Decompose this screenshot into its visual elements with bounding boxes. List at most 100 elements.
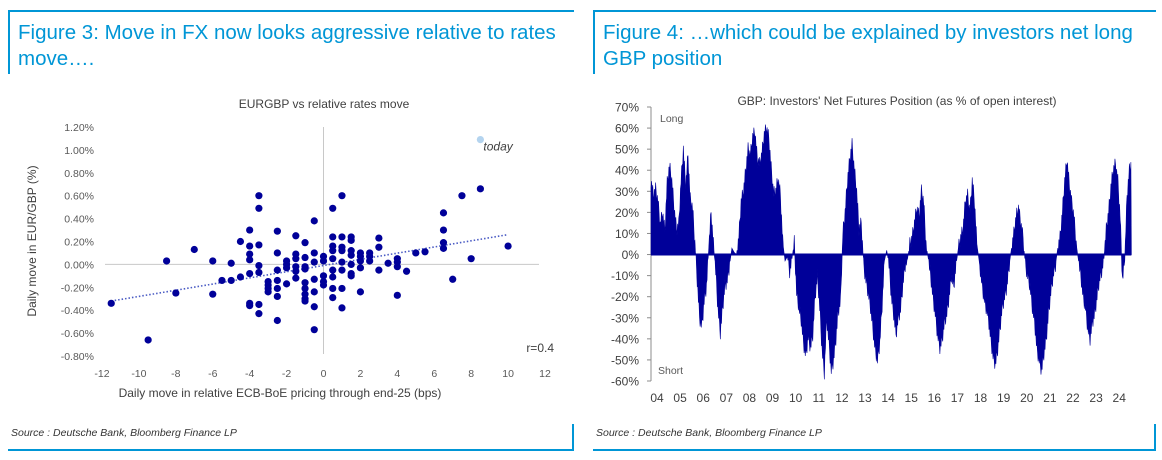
figure-4-title-frame: Figure 4: …which could be explained by i… bbox=[593, 10, 1156, 74]
data-point bbox=[329, 247, 337, 255]
data-point bbox=[356, 288, 365, 296]
y-axis-label: Daily move in EUR/GBP (%) bbox=[25, 165, 39, 316]
figure-3-title: Figure 3: Move in FX now looks aggressiv… bbox=[18, 21, 556, 70]
data-point bbox=[338, 192, 346, 200]
long-annotation: Long bbox=[660, 113, 684, 125]
y-tick-label: -50% bbox=[611, 353, 639, 367]
data-point bbox=[273, 284, 281, 293]
x-tick-label: 2 bbox=[357, 368, 363, 380]
x-tick-label: 6 bbox=[431, 368, 437, 380]
chart-title: GBP: Investors' Net Futures Position (as… bbox=[737, 94, 1056, 108]
y-tick-label: -60% bbox=[611, 375, 639, 389]
y-tick-label: -0.40% bbox=[61, 305, 94, 317]
data-point bbox=[163, 257, 171, 265]
data-point bbox=[449, 275, 457, 283]
data-point bbox=[255, 310, 263, 318]
y-tick-label: 1.00% bbox=[64, 145, 94, 157]
data-point bbox=[329, 255, 337, 263]
y-tick-label: -40% bbox=[611, 332, 639, 346]
data-point bbox=[393, 263, 401, 271]
data-point bbox=[338, 258, 346, 266]
y-tick-label: 10% bbox=[615, 227, 639, 241]
data-point bbox=[301, 284, 309, 293]
data-point bbox=[227, 276, 235, 285]
data-point bbox=[236, 273, 245, 281]
data-point bbox=[273, 227, 281, 235]
y-tick-label: 70% bbox=[615, 101, 639, 115]
data-point bbox=[458, 192, 466, 200]
data-point bbox=[282, 264, 291, 272]
data-point bbox=[209, 257, 217, 265]
y-tick-label: 0.40% bbox=[64, 214, 94, 226]
data-point bbox=[292, 274, 300, 282]
data-point bbox=[310, 217, 318, 225]
chart-title: EURGBP vs relative rates move bbox=[239, 97, 410, 111]
y-tick-label: 0.60% bbox=[64, 191, 94, 203]
data-point bbox=[329, 294, 337, 302]
data-point bbox=[504, 242, 512, 250]
x-tick-label: 13 bbox=[858, 391, 872, 405]
today-point bbox=[476, 135, 484, 144]
y-tick-label: 1.20% bbox=[64, 122, 94, 134]
data-point bbox=[347, 251, 355, 259]
x-tick-label: 16 bbox=[928, 391, 942, 405]
x-tick-label: -6 bbox=[208, 368, 217, 380]
y-tick-label: -20% bbox=[611, 290, 639, 304]
data-point bbox=[301, 253, 309, 262]
data-point bbox=[301, 279, 309, 287]
data-point bbox=[107, 299, 115, 307]
y-tick-label: 20% bbox=[615, 206, 639, 220]
data-point bbox=[338, 233, 346, 241]
data-point bbox=[310, 249, 318, 257]
x-tick-label: 8 bbox=[468, 368, 474, 380]
x-tick-label: 11 bbox=[813, 391, 826, 405]
data-point bbox=[439, 226, 448, 234]
x-tick-label: 10 bbox=[502, 368, 514, 380]
data-point bbox=[273, 292, 281, 301]
data-point bbox=[246, 302, 254, 310]
data-point bbox=[338, 247, 346, 255]
data-point bbox=[338, 266, 346, 274]
data-point bbox=[255, 204, 263, 212]
y-tick-label: 60% bbox=[615, 122, 639, 136]
data-point bbox=[255, 241, 263, 249]
correlation-annotation: r=0.4 bbox=[526, 341, 554, 355]
data-point bbox=[439, 239, 448, 247]
x-tick-label: -4 bbox=[245, 368, 254, 380]
data-point bbox=[255, 268, 263, 277]
data-point bbox=[282, 280, 291, 288]
x-tick-label: 19 bbox=[997, 391, 1011, 405]
x-tick-label: -10 bbox=[131, 368, 146, 380]
x-tick-label: 07 bbox=[720, 391, 734, 405]
data-point bbox=[347, 236, 355, 244]
data-point bbox=[255, 300, 263, 309]
data-point bbox=[264, 288, 272, 296]
figure-3-title-frame: Figure 3: Move in FX now looks aggressiv… bbox=[8, 10, 574, 74]
data-point bbox=[273, 249, 281, 257]
x-tick-label: 06 bbox=[697, 391, 711, 405]
x-tick-label: 21 bbox=[1043, 391, 1057, 405]
data-point bbox=[347, 260, 355, 268]
data-point bbox=[255, 192, 263, 200]
x-tick-label: -2 bbox=[282, 368, 291, 380]
data-point bbox=[310, 303, 318, 311]
data-point bbox=[246, 242, 254, 250]
figure-4-title: Figure 4: …which could be explained by i… bbox=[603, 21, 1133, 70]
x-tick-label: 17 bbox=[951, 391, 965, 405]
figure-3-footer-frame: Source : Deutsche Bank, Bloomberg Financ… bbox=[8, 424, 574, 451]
data-point bbox=[172, 289, 180, 297]
data-point bbox=[467, 255, 475, 263]
series-area bbox=[650, 124, 1132, 380]
data-point bbox=[338, 284, 346, 293]
x-tick-label: 12 bbox=[539, 368, 551, 380]
x-tick-label: 09 bbox=[766, 391, 780, 405]
data-point bbox=[246, 256, 254, 264]
data-point bbox=[384, 259, 392, 267]
data-point bbox=[319, 272, 328, 280]
y-tick-label: 0.20% bbox=[64, 237, 94, 249]
figure-3-source: Source : Deutsche Bank, Bloomberg Financ… bbox=[11, 427, 237, 439]
x-tick-label: 05 bbox=[673, 391, 687, 405]
data-point bbox=[338, 304, 346, 312]
x-tick-label: 18 bbox=[974, 391, 988, 405]
figure-4-panel: Figure 4: …which could be explained by i… bbox=[585, 0, 1162, 460]
